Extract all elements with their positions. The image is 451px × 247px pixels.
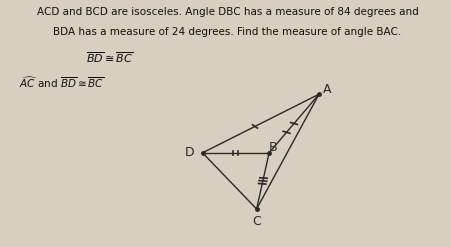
- Text: BDA has a measure of 24 degrees. Find the measure of angle BAC.: BDA has a measure of 24 degrees. Find th…: [53, 27, 402, 37]
- Text: $\overline{BD} \cong \overline{BC}$: $\overline{BD} \cong \overline{BC}$: [86, 50, 133, 65]
- Text: B: B: [269, 142, 277, 154]
- Text: C: C: [252, 215, 261, 228]
- Text: $\widehat{AC}$ and $\overline{BD} \cong \overline{BC}$: $\widehat{AC}$ and $\overline{BD} \cong …: [19, 75, 105, 90]
- Text: D: D: [185, 146, 195, 159]
- Text: ACD and BCD are isosceles. Angle DBC has a measure of 84 degrees and: ACD and BCD are isosceles. Angle DBC has…: [37, 7, 419, 18]
- Text: A: A: [323, 83, 331, 96]
